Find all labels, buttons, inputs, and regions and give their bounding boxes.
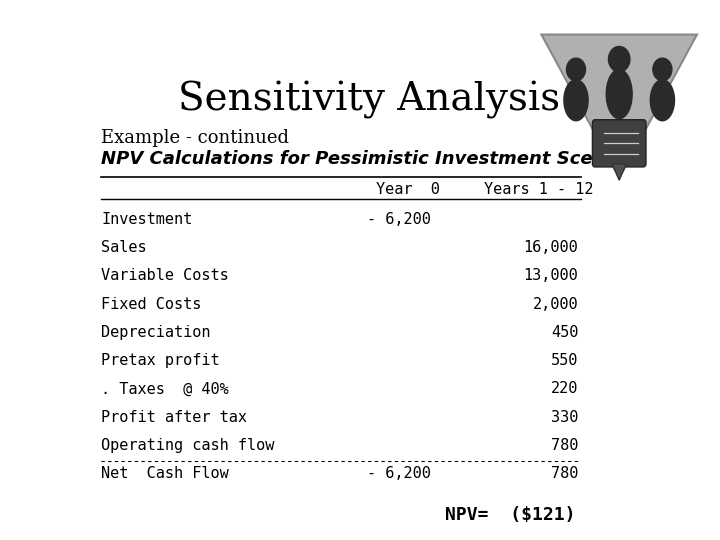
Text: Operating cash flow: Operating cash flow — [101, 438, 274, 453]
Text: 330: 330 — [551, 410, 578, 424]
Text: Sensitivity Analysis: Sensitivity Analysis — [178, 82, 560, 119]
Ellipse shape — [650, 80, 675, 121]
Text: 220: 220 — [551, 381, 578, 396]
Text: 550: 550 — [551, 353, 578, 368]
Text: 780: 780 — [551, 438, 578, 453]
Text: 780: 780 — [551, 466, 578, 481]
Text: Fixed Costs: Fixed Costs — [101, 296, 202, 312]
Circle shape — [653, 58, 672, 81]
Text: Depreciation: Depreciation — [101, 325, 211, 340]
Text: Years 1 - 12: Years 1 - 12 — [485, 183, 594, 198]
Circle shape — [567, 58, 585, 81]
Text: 450: 450 — [551, 325, 578, 340]
Text: 16,000: 16,000 — [523, 240, 578, 255]
Text: - 6,200: - 6,200 — [366, 466, 431, 481]
Text: Year  0: Year 0 — [376, 183, 440, 198]
Text: Sales: Sales — [101, 240, 147, 255]
Ellipse shape — [606, 70, 632, 119]
Text: 13,000: 13,000 — [523, 268, 578, 284]
Text: NPV=  ($121): NPV= ($121) — [445, 506, 575, 524]
Text: - 6,200: - 6,200 — [366, 212, 431, 227]
Text: Investment: Investment — [101, 212, 192, 227]
FancyBboxPatch shape — [593, 120, 646, 167]
Text: Net  Cash Flow: Net Cash Flow — [101, 466, 229, 481]
Text: 2,000: 2,000 — [533, 296, 578, 312]
Circle shape — [608, 46, 630, 72]
Text: Variable Costs: Variable Costs — [101, 268, 229, 284]
Text: NPV Calculations for Pessimistic Investment Scenario: NPV Calculations for Pessimistic Investm… — [101, 150, 645, 168]
Polygon shape — [612, 164, 626, 180]
Text: Example - continued: Example - continued — [101, 129, 289, 147]
Text: . Taxes  @ 40%: . Taxes @ 40% — [101, 381, 229, 396]
Ellipse shape — [564, 80, 588, 121]
Polygon shape — [541, 35, 697, 178]
Text: Profit after tax: Profit after tax — [101, 410, 247, 424]
Text: Pretax profit: Pretax profit — [101, 353, 220, 368]
